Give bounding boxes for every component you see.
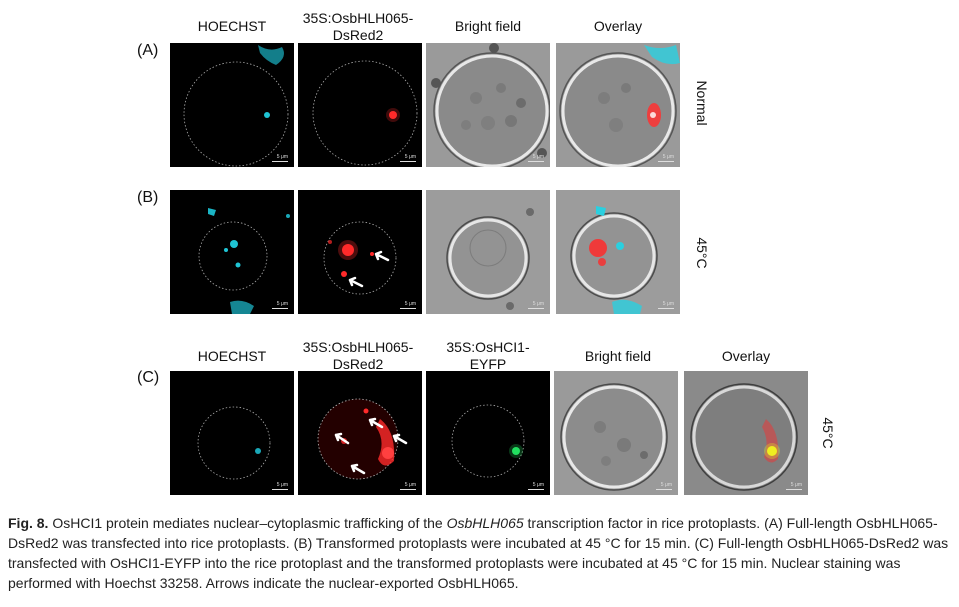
panel-a-overlay: 5 μm [556, 43, 680, 167]
condition-label-b: 45°C [694, 237, 710, 269]
header-c-bright-field: Bright field [584, 348, 652, 364]
panel-c-overlay: 5 μm [684, 371, 808, 495]
scale-label: 5 μm [532, 482, 544, 488]
scale-label: 5 μm [276, 154, 288, 160]
scale-bar [272, 489, 288, 490]
scale-bar [272, 308, 288, 309]
header-c-hoechst: HOECHST [197, 348, 267, 364]
panel-b-overlay: 5 μm [556, 190, 680, 314]
condition-label-a: Normal [694, 80, 710, 126]
scale-bar [786, 489, 802, 490]
caption-text-2: transcription factor in rice protoplasts… [8, 515, 949, 591]
scale-label: 5 μm [276, 301, 288, 307]
header-overlay: Overlay [593, 18, 643, 34]
header-c-overlay: Overlay [721, 348, 771, 364]
scale-bar [656, 489, 672, 490]
scale-bar [400, 489, 416, 490]
scale-label: 5 μm [404, 301, 416, 307]
scale-bar [658, 161, 674, 162]
scale-label: 5 μm [404, 154, 416, 160]
scale-bar [528, 161, 544, 162]
scale-bar [272, 161, 288, 162]
row-label-b: (B) [137, 189, 159, 206]
panel-b-bright-field: 5 μm [426, 190, 550, 314]
panel-a-dsred: 5 μm [298, 43, 422, 167]
scale-bar [400, 161, 416, 162]
figure-caption: Fig. 8. OsHCI1 protein mediates nuclear–… [8, 513, 953, 593]
scale-bar [528, 308, 544, 309]
scale-label: 5 μm [662, 301, 674, 307]
header-dsred: 35S:OsbHLH065- DsRed2 [302, 10, 414, 43]
header-c-eyfp: 35S:OsHCI1- EYFP [446, 339, 530, 372]
scale-label: 5 μm [404, 482, 416, 488]
condition-label-c: 45°C [820, 417, 836, 449]
scale-label: 5 μm [790, 482, 802, 488]
scale-bar [400, 308, 416, 309]
scale-label: 5 μm [532, 301, 544, 307]
row-label-c: (C) [137, 369, 160, 386]
panel-a-hoechst: 5 μm [170, 43, 294, 167]
header-bright-field: Bright field [454, 18, 522, 34]
panel-c-eyfp: 5 μm [426, 371, 550, 495]
scale-label: 5 μm [276, 482, 288, 488]
panel-c-bright-field: 5 μm [554, 371, 678, 495]
panel-a-bright-field: 5 μm [426, 43, 550, 167]
panel-c-dsred: 5 μm [298, 371, 422, 495]
panel-b-dsred: 5 μm [298, 190, 422, 314]
scale-bar [658, 308, 674, 309]
panel-b-hoechst: 5 μm [170, 190, 294, 314]
caption-gene: OsbHLH065 [446, 515, 524, 531]
scale-label: 5 μm [660, 482, 672, 488]
header-hoechst: HOECHST [197, 18, 267, 34]
scale-bar [528, 489, 544, 490]
row-label-a: (A) [137, 42, 159, 59]
figure-label: Fig. 8. [8, 515, 49, 531]
caption-text-1: OsHCI1 protein mediates nuclear–cytoplas… [52, 515, 447, 531]
scale-label: 5 μm [532, 154, 544, 160]
header-c-dsred: 35S:OsbHLH065- DsRed2 [302, 339, 414, 372]
scale-label: 5 μm [662, 154, 674, 160]
panel-c-hoechst: 5 μm [170, 371, 294, 495]
